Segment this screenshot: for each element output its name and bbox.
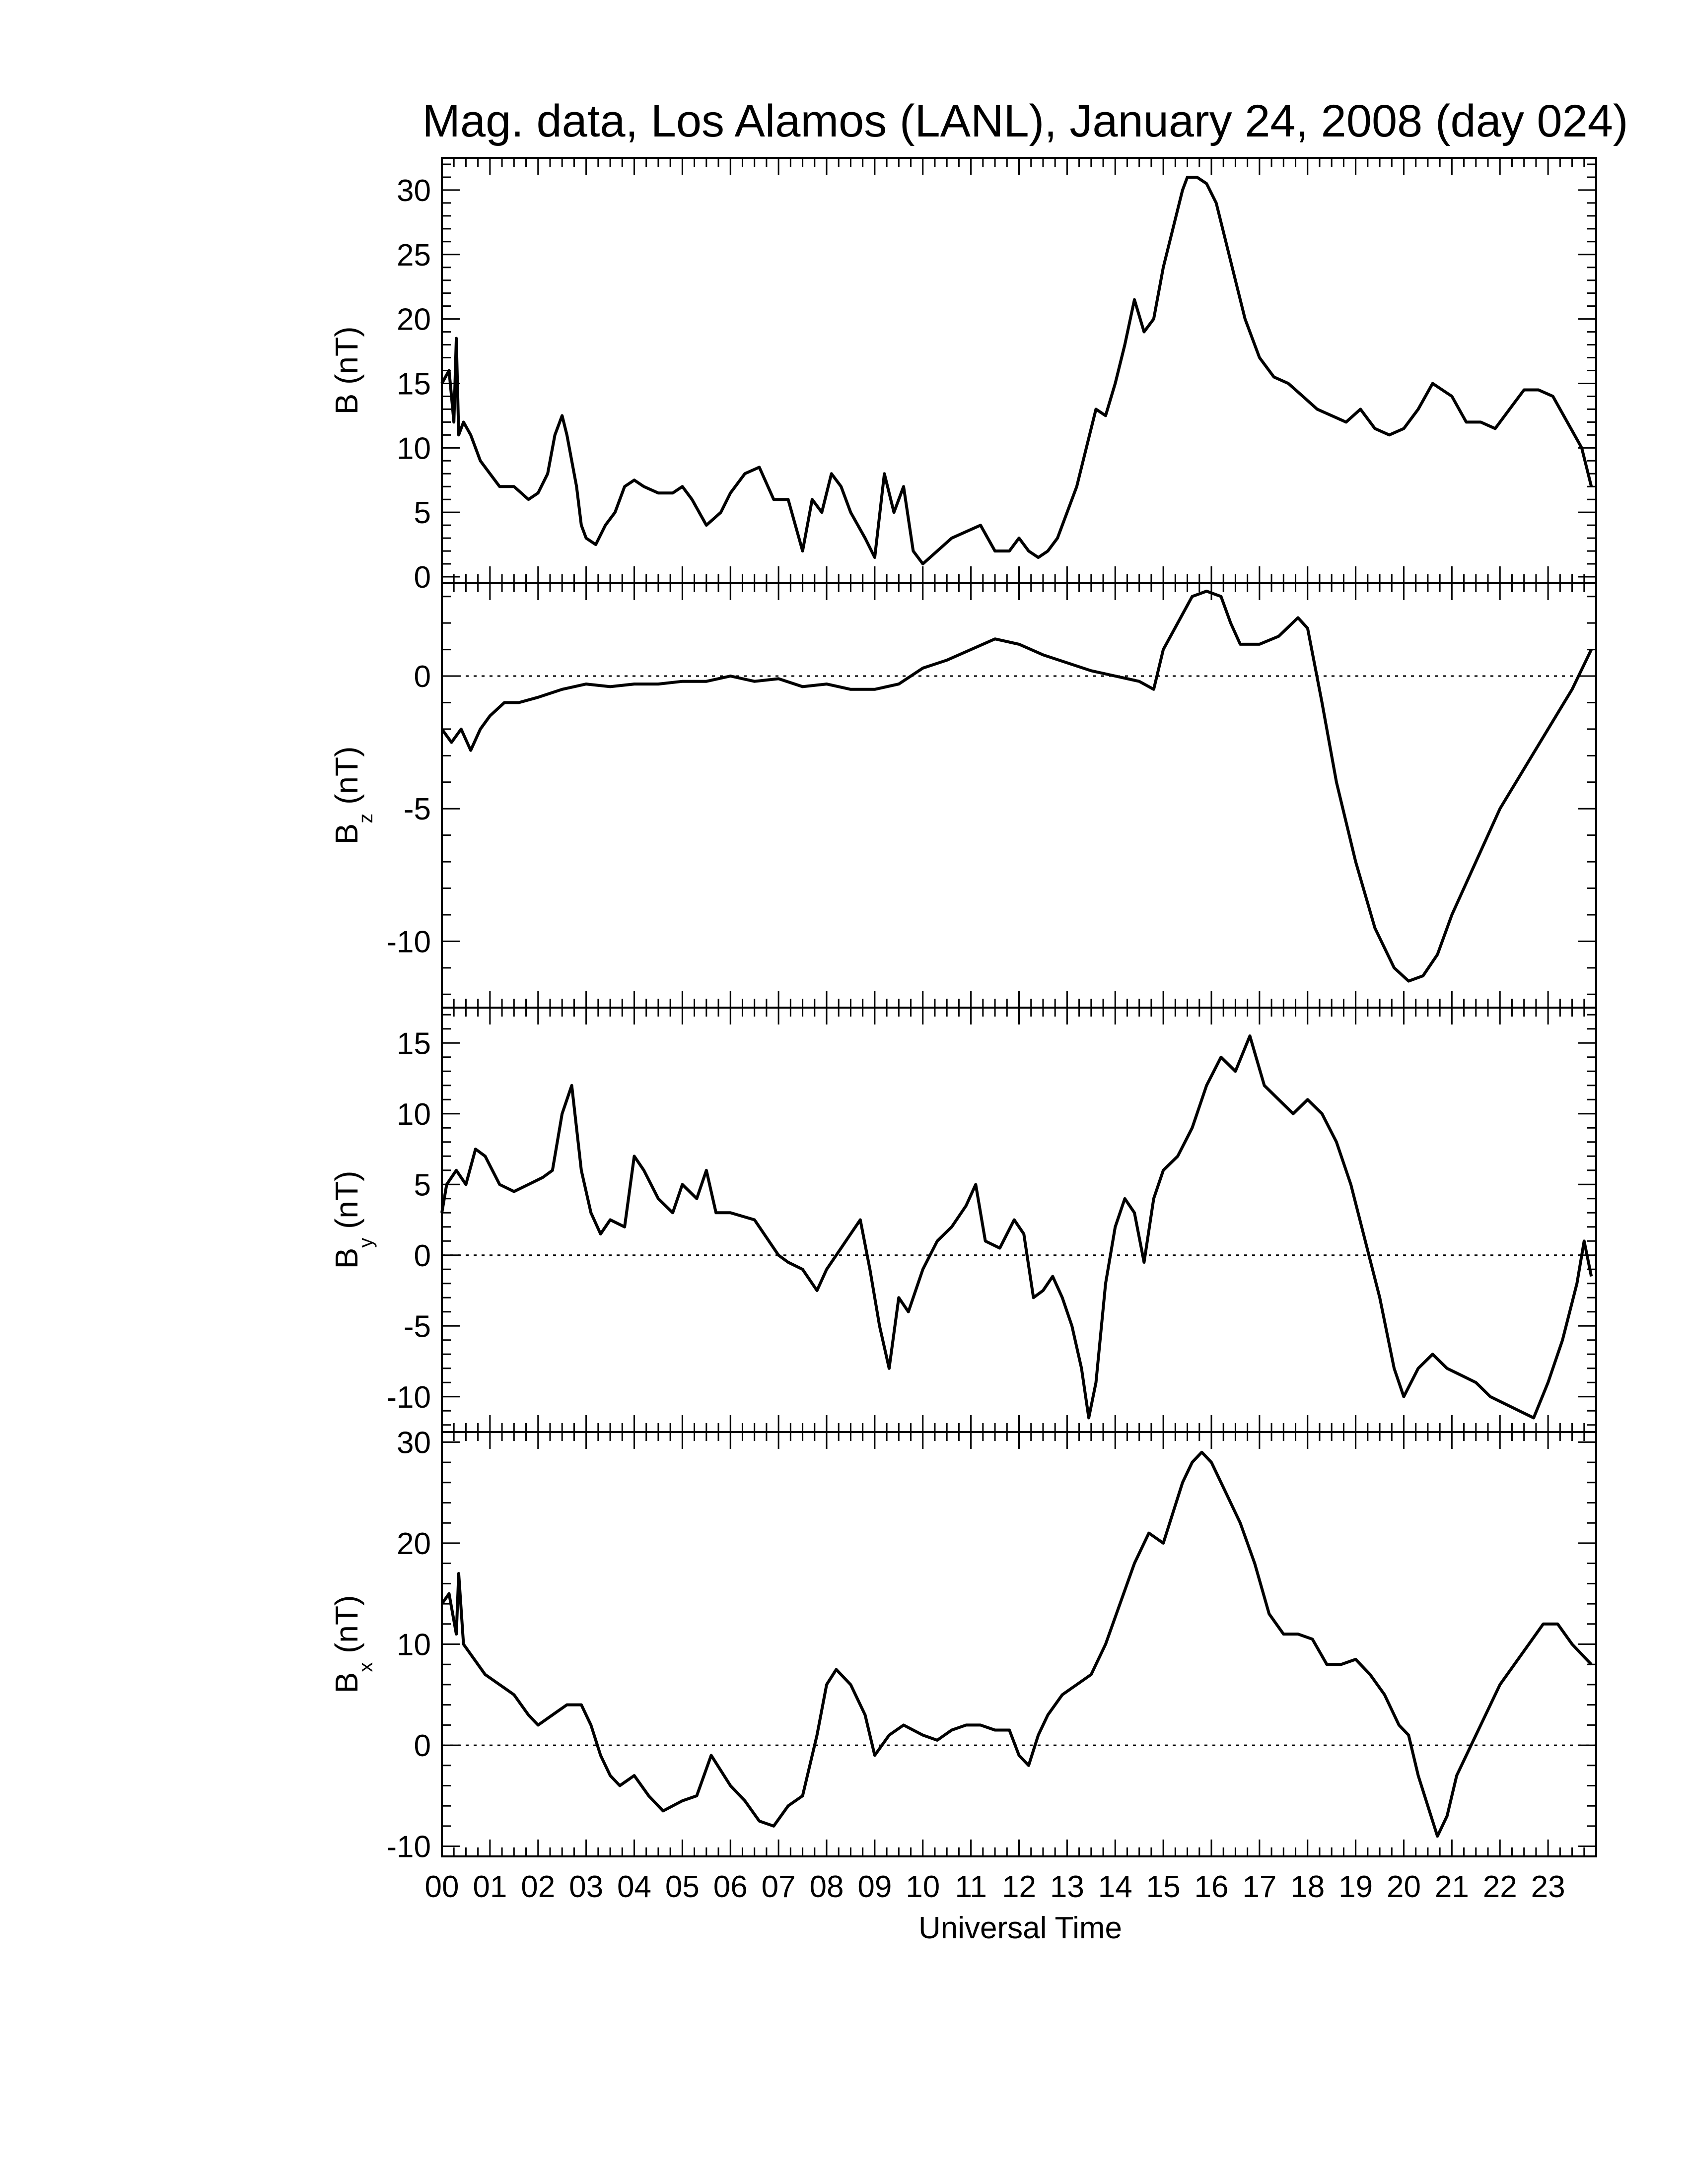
x-tick-label: 06 [713,1870,748,1904]
y-axis-label-Bz: Bz (nT) [329,747,377,845]
x-tick-label: 19 [1338,1870,1373,1904]
x-tick-label: 02 [521,1870,555,1904]
x-tick-label: 13 [1050,1870,1084,1904]
y-tick-label-B: 20 [397,303,431,337]
y-tick-label-B: 15 [397,367,431,401]
y-tick-label-Bz: -10 [386,925,431,959]
series-line-Bx [440,1450,1593,1838]
x-axis-label: Universal Time [918,1911,1122,1945]
x-tick-label: 15 [1146,1870,1181,1904]
panel-Bz: -10 -5 0 Bz (nT) [329,582,1597,1009]
y-tick-label-B: 25 [397,238,431,273]
y-tick-label-Bx: 30 [397,1426,431,1460]
x-tick-label: 21 [1435,1870,1469,1904]
y-tick-label-B: 0 [414,560,431,595]
y-tick-label-Bx: 0 [414,1729,431,1763]
y-tick-label-By: 0 [414,1239,431,1273]
y-axis-label-By: By (nT) [329,1171,377,1269]
y-tick-label-By: 15 [397,1026,431,1061]
x-tick-label: 10 [906,1870,940,1904]
y-tick-label-By: -5 [404,1309,431,1344]
figure-title: Mag. data, Los Alamos (LANL), January 24… [422,96,1628,146]
x-tick-label: 11 [955,1870,986,1904]
x-tick-label: 04 [617,1870,651,1904]
x-tick-label: 14 [1098,1870,1132,1904]
y-tick-label-B: 5 [414,496,431,530]
y-tick-label-B: 30 [397,174,431,208]
y-tick-label-Bx: 20 [397,1527,431,1561]
x-tick-label: 08 [810,1870,844,1904]
y-tick-label-Bx: -10 [386,1830,431,1864]
y-tick-label-By: 5 [414,1168,431,1202]
x-tick-label: 23 [1531,1870,1565,1904]
series-line-Bz [440,590,1593,983]
y-axis-label-B: B (nT) [329,327,364,415]
y-tick-label-Bz: -5 [404,792,431,826]
x-tick-label: 00 [425,1870,459,1904]
panel-Bx: -10 0 10 20 30 Bx (nT) [329,1426,1597,1864]
x-tick-label: 18 [1290,1870,1325,1904]
x-tick-label: 20 [1387,1870,1421,1904]
y-tick-label-Bx: 10 [397,1628,431,1662]
x-tick-label: 17 [1242,1870,1276,1904]
x-tick-label: 22 [1483,1870,1517,1904]
x-tick-label: 16 [1195,1870,1229,1904]
x-tick-label: 05 [665,1870,700,1904]
series-line-By [440,1034,1593,1420]
x-tick-label: 12 [1002,1870,1036,1904]
panel-By: -10 -5 0 5 10 15 By (nT) [329,1007,1597,1433]
x-tick-label: 01 [473,1870,507,1904]
y-tick-label-By: -10 [386,1380,431,1415]
x-tick-label: 07 [762,1870,796,1904]
y-tick-label-B: 10 [397,431,431,466]
series-line-B [440,176,1593,565]
y-tick-label-By: 10 [397,1097,431,1132]
x-tick-label: 09 [857,1870,892,1904]
y-tick-label-Bz: 0 [414,660,431,694]
panel-B: 0 5 10 15 20 25 30 B (nT) [329,157,1597,595]
x-tick-label: 03 [569,1870,603,1904]
y-axis-label-Bx: Bx (nT) [329,1595,377,1694]
